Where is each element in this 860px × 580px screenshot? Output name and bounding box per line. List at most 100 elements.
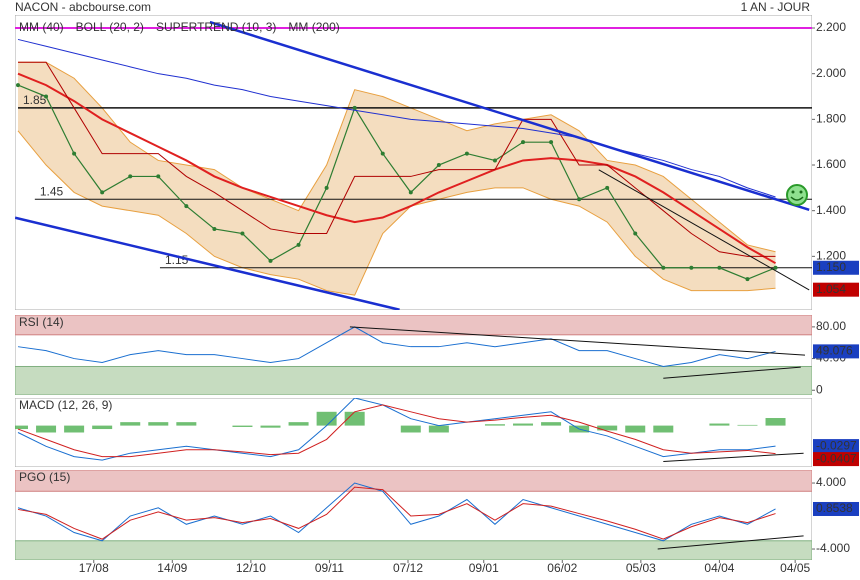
price-point [268, 258, 273, 263]
last-value-box [813, 501, 859, 516]
legend-entry: MM (200) [288, 20, 339, 34]
y-tick-label: 2.200 [816, 20, 846, 34]
histogram-bar [653, 425, 674, 433]
price-point [577, 197, 582, 202]
x-tick-label: 04/04 [704, 561, 734, 575]
histogram-bar [400, 425, 421, 433]
header-title: NACON - abcbourse.com [15, 0, 151, 14]
last-value-box [813, 282, 859, 297]
histogram-bar [344, 411, 365, 426]
price-point [156, 174, 161, 179]
last-value-box [813, 452, 859, 467]
smiley-icon [786, 184, 808, 206]
level-label: 1.85 [23, 93, 47, 107]
series-line [17, 398, 776, 461]
zone-low [15, 365, 812, 395]
last-value-label: -0.0407 [816, 451, 857, 465]
price-point [745, 277, 750, 282]
price-point [464, 151, 469, 156]
price-point [380, 151, 385, 156]
price-point [436, 163, 441, 168]
series-line [17, 326, 776, 367]
histogram-bar [148, 422, 169, 426]
x-tick-label: 04/05 [780, 561, 810, 575]
y-tick-label: 80.00 [816, 319, 846, 333]
histogram-bar [36, 425, 57, 433]
price-point [661, 265, 666, 270]
y-tick-label: 1.200 [816, 249, 846, 263]
last-value-label: 1.054 [816, 282, 846, 296]
price-point [352, 105, 357, 110]
histogram-bar [288, 422, 309, 426]
price-point [184, 204, 189, 209]
panel: 1.85 1.45 1.15 [15, 15, 812, 310]
x-tick-label: 14/09 [157, 561, 187, 575]
price-point [717, 265, 722, 270]
price-point [689, 265, 694, 270]
histogram-bar [15, 425, 28, 430]
last-value-box [813, 439, 859, 454]
panel [15, 398, 812, 467]
histogram-bar [484, 424, 505, 426]
last-value-box [813, 344, 859, 359]
histogram-bar [625, 425, 646, 433]
x-tick-label: 05/03 [626, 561, 656, 575]
trendline [349, 326, 806, 356]
histogram-bar [120, 422, 141, 426]
trendline [209, 20, 810, 211]
panel-title: MACD (12, 26, 9) [19, 398, 112, 412]
trendline [663, 366, 801, 379]
panel-title: PGO (15) [19, 470, 70, 484]
y-tick-label: 1.600 [816, 157, 846, 171]
legend-entry: BOLL (20, 2) [76, 20, 144, 34]
series-line [17, 486, 776, 540]
band-upper [18, 61, 776, 253]
histogram-bar [709, 423, 730, 426]
histogram-bar [260, 425, 281, 428]
zone-low [15, 540, 812, 560]
x-tick-label: 12/10 [236, 561, 266, 575]
histogram-bar [597, 425, 618, 431]
band-fill [18, 62, 776, 296]
trendline [663, 452, 804, 462]
panel-title: RSI (14) [19, 315, 64, 329]
legend-entry: SUPERTREND (10, 3) [156, 20, 276, 34]
price-point [773, 265, 778, 270]
price-point [128, 174, 133, 179]
histogram-bar [428, 425, 449, 433]
histogram-bar [232, 425, 253, 427]
panel [15, 470, 812, 560]
trendline [657, 535, 804, 550]
last-value-box [813, 260, 859, 275]
price-point [240, 231, 245, 236]
level-label: 1.45 [40, 184, 64, 198]
price-line [17, 84, 776, 280]
zone-high [15, 315, 812, 336]
y-tick-label: 2.000 [816, 66, 846, 80]
price-point [44, 94, 49, 99]
trendline [598, 169, 810, 291]
last-value-label: -0.0297 [816, 438, 857, 452]
y-tick-label: 4.000 [816, 475, 846, 489]
price-point [296, 242, 301, 247]
x-tick-label: 06/02 [547, 561, 577, 575]
histogram-bar [64, 425, 85, 433]
x-tick-label: 07/12 [393, 561, 423, 575]
histogram-bar [513, 423, 534, 426]
histogram-bar [541, 422, 562, 426]
histogram-bar [765, 418, 786, 426]
price-point [605, 185, 610, 190]
price-point [324, 185, 329, 190]
price-point [492, 158, 497, 163]
legend-entry: MM (40) [19, 20, 64, 34]
last-value-label: 49.076 [816, 344, 853, 358]
histogram-bar [92, 425, 113, 430]
x-tick-label: 09/01 [469, 561, 499, 575]
x-tick-label: 17/08 [79, 561, 109, 575]
series-line [17, 482, 776, 542]
price-point [100, 190, 105, 195]
histogram-bar [737, 424, 758, 426]
panel [15, 315, 812, 395]
series-line [17, 38, 776, 198]
